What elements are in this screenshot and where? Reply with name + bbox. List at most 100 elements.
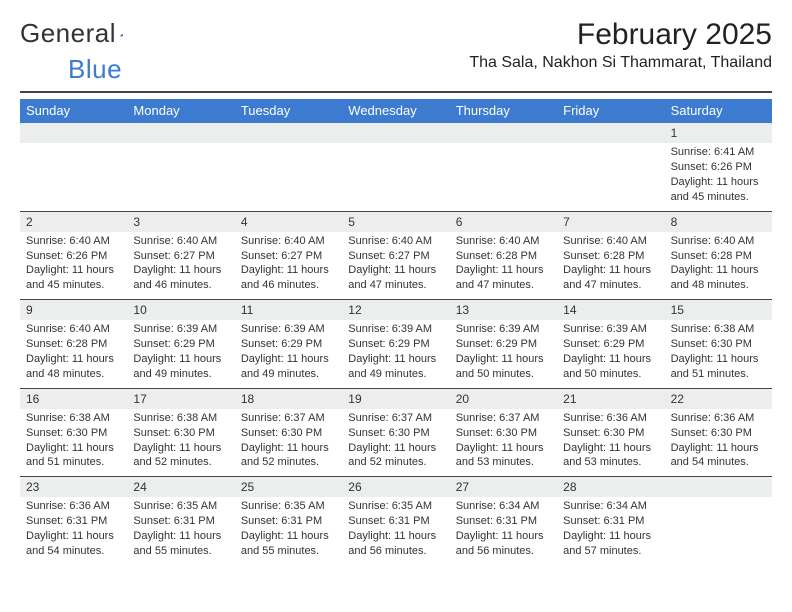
week-row: ......1Sunrise: 6:41 AMSunset: 6:26 PMDa… xyxy=(20,123,772,212)
location: Tha Sala, Nakhon Si Thammarat, Thailand xyxy=(469,54,772,72)
day-number: 18 xyxy=(235,389,342,409)
day-number: 16 xyxy=(20,389,127,409)
sunrise-text: Sunrise: 6:36 AM xyxy=(671,411,766,426)
day-cell: 5Sunrise: 6:40 AMSunset: 6:27 PMDaylight… xyxy=(342,212,449,300)
logo: General xyxy=(20,18,144,49)
day-cell: 20Sunrise: 6:37 AMSunset: 6:30 PMDayligh… xyxy=(450,389,557,477)
day-info: Sunrise: 6:41 AMSunset: 6:26 PMDaylight:… xyxy=(671,145,766,204)
sunrise-text: Sunrise: 6:35 AM xyxy=(241,499,336,514)
daylight-text: Daylight: 11 hours and 47 minutes. xyxy=(563,263,658,293)
daylight-text: Daylight: 11 hours and 57 minutes. xyxy=(563,529,658,559)
day-info: Sunrise: 6:40 AMSunset: 6:28 PMDaylight:… xyxy=(456,234,551,293)
weekday-sunday: Sunday xyxy=(20,99,127,123)
day-number: 5 xyxy=(342,212,449,232)
sunrise-text: Sunrise: 6:40 AM xyxy=(563,234,658,249)
day-number: . xyxy=(450,123,557,143)
day-number: 9 xyxy=(20,300,127,320)
day-number: . xyxy=(665,477,772,497)
title-block: February 2025 Tha Sala, Nakhon Si Thamma… xyxy=(469,18,772,72)
weekday-header: Sunday Monday Tuesday Wednesday Thursday… xyxy=(20,99,772,123)
daylight-text: Daylight: 11 hours and 50 minutes. xyxy=(563,352,658,382)
sunset-text: Sunset: 6:31 PM xyxy=(348,514,443,529)
day-number: . xyxy=(20,123,127,143)
daylight-text: Daylight: 11 hours and 48 minutes. xyxy=(671,263,766,293)
sunset-text: Sunset: 6:30 PM xyxy=(241,426,336,441)
day-info: Sunrise: 6:38 AMSunset: 6:30 PMDaylight:… xyxy=(133,411,228,470)
day-cell: . xyxy=(450,123,557,211)
day-cell: 10Sunrise: 6:39 AMSunset: 6:29 PMDayligh… xyxy=(127,300,234,388)
sunrise-text: Sunrise: 6:41 AM xyxy=(671,145,766,160)
day-cell: . xyxy=(127,123,234,211)
sunrise-text: Sunrise: 6:40 AM xyxy=(241,234,336,249)
sunset-text: Sunset: 6:31 PM xyxy=(241,514,336,529)
day-cell: 15Sunrise: 6:38 AMSunset: 6:30 PMDayligh… xyxy=(665,300,772,388)
day-cell: 2Sunrise: 6:40 AMSunset: 6:26 PMDaylight… xyxy=(20,212,127,300)
sunset-text: Sunset: 6:31 PM xyxy=(563,514,658,529)
daylight-text: Daylight: 11 hours and 48 minutes. xyxy=(26,352,121,382)
week-row: 23Sunrise: 6:36 AMSunset: 6:31 PMDayligh… xyxy=(20,477,772,565)
calendar: Sunday Monday Tuesday Wednesday Thursday… xyxy=(20,99,772,565)
sunset-text: Sunset: 6:30 PM xyxy=(671,337,766,352)
sunrise-text: Sunrise: 6:37 AM xyxy=(241,411,336,426)
day-info: Sunrise: 6:34 AMSunset: 6:31 PMDaylight:… xyxy=(563,499,658,558)
daylight-text: Daylight: 11 hours and 47 minutes. xyxy=(456,263,551,293)
day-cell: . xyxy=(20,123,127,211)
sunset-text: Sunset: 6:28 PM xyxy=(563,249,658,264)
day-number: 28 xyxy=(557,477,664,497)
day-info: Sunrise: 6:34 AMSunset: 6:31 PMDaylight:… xyxy=(456,499,551,558)
day-number: 20 xyxy=(450,389,557,409)
sunrise-text: Sunrise: 6:40 AM xyxy=(26,322,121,337)
day-number: . xyxy=(342,123,449,143)
day-number: . xyxy=(557,123,664,143)
sunset-text: Sunset: 6:31 PM xyxy=(26,514,121,529)
day-info: Sunrise: 6:36 AMSunset: 6:30 PMDaylight:… xyxy=(563,411,658,470)
day-cell: 27Sunrise: 6:34 AMSunset: 6:31 PMDayligh… xyxy=(450,477,557,565)
day-info: Sunrise: 6:40 AMSunset: 6:27 PMDaylight:… xyxy=(241,234,336,293)
day-info: Sunrise: 6:38 AMSunset: 6:30 PMDaylight:… xyxy=(26,411,121,470)
week-row: 2Sunrise: 6:40 AMSunset: 6:26 PMDaylight… xyxy=(20,212,772,301)
daylight-text: Daylight: 11 hours and 50 minutes. xyxy=(456,352,551,382)
day-number: 24 xyxy=(127,477,234,497)
daylight-text: Daylight: 11 hours and 49 minutes. xyxy=(241,352,336,382)
day-number: 26 xyxy=(342,477,449,497)
day-info: Sunrise: 6:39 AMSunset: 6:29 PMDaylight:… xyxy=(348,322,443,381)
sunrise-text: Sunrise: 6:36 AM xyxy=(563,411,658,426)
week-row: 16Sunrise: 6:38 AMSunset: 6:30 PMDayligh… xyxy=(20,389,772,478)
day-number: 3 xyxy=(127,212,234,232)
logo-text-2: Blue xyxy=(68,54,122,85)
day-number: 25 xyxy=(235,477,342,497)
day-info: Sunrise: 6:35 AMSunset: 6:31 PMDaylight:… xyxy=(348,499,443,558)
day-number: 22 xyxy=(665,389,772,409)
sunset-text: Sunset: 6:30 PM xyxy=(133,426,228,441)
sunrise-text: Sunrise: 6:38 AM xyxy=(26,411,121,426)
sunset-text: Sunset: 6:29 PM xyxy=(133,337,228,352)
sunrise-text: Sunrise: 6:34 AM xyxy=(456,499,551,514)
day-number: 19 xyxy=(342,389,449,409)
day-cell: 25Sunrise: 6:35 AMSunset: 6:31 PMDayligh… xyxy=(235,477,342,565)
day-number: 1 xyxy=(665,123,772,143)
day-cell: 12Sunrise: 6:39 AMSunset: 6:29 PMDayligh… xyxy=(342,300,449,388)
day-cell: 21Sunrise: 6:36 AMSunset: 6:30 PMDayligh… xyxy=(557,389,664,477)
day-info: Sunrise: 6:38 AMSunset: 6:30 PMDaylight:… xyxy=(671,322,766,381)
day-cell: 14Sunrise: 6:39 AMSunset: 6:29 PMDayligh… xyxy=(557,300,664,388)
daylight-text: Daylight: 11 hours and 45 minutes. xyxy=(671,175,766,205)
sunset-text: Sunset: 6:27 PM xyxy=(133,249,228,264)
sunrise-text: Sunrise: 6:40 AM xyxy=(671,234,766,249)
day-cell: . xyxy=(235,123,342,211)
sunrise-text: Sunrise: 6:39 AM xyxy=(563,322,658,337)
week-row: 9Sunrise: 6:40 AMSunset: 6:28 PMDaylight… xyxy=(20,300,772,389)
day-cell: 9Sunrise: 6:40 AMSunset: 6:28 PMDaylight… xyxy=(20,300,127,388)
weekday-saturday: Saturday xyxy=(665,99,772,123)
day-info: Sunrise: 6:39 AMSunset: 6:29 PMDaylight:… xyxy=(456,322,551,381)
day-cell: 19Sunrise: 6:37 AMSunset: 6:30 PMDayligh… xyxy=(342,389,449,477)
day-number: 12 xyxy=(342,300,449,320)
day-info: Sunrise: 6:37 AMSunset: 6:30 PMDaylight:… xyxy=(456,411,551,470)
day-cell: 3Sunrise: 6:40 AMSunset: 6:27 PMDaylight… xyxy=(127,212,234,300)
day-number: 17 xyxy=(127,389,234,409)
weeks-container: ......1Sunrise: 6:41 AMSunset: 6:26 PMDa… xyxy=(20,123,772,565)
day-info: Sunrise: 6:40 AMSunset: 6:27 PMDaylight:… xyxy=(133,234,228,293)
day-cell: 7Sunrise: 6:40 AMSunset: 6:28 PMDaylight… xyxy=(557,212,664,300)
sunrise-text: Sunrise: 6:39 AM xyxy=(241,322,336,337)
daylight-text: Daylight: 11 hours and 52 minutes. xyxy=(348,441,443,471)
day-number: 14 xyxy=(557,300,664,320)
